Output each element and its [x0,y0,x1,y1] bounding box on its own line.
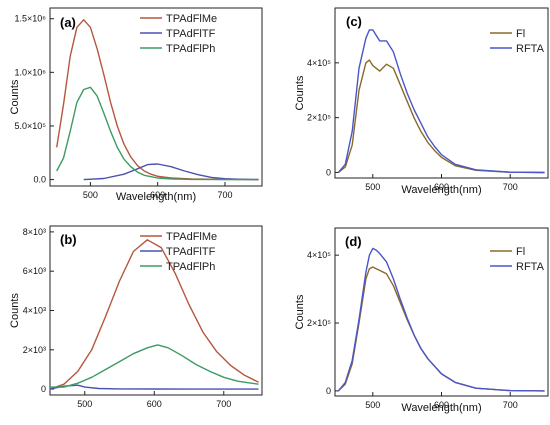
series-line-tpadfltf [83,163,259,181]
series-line-rfta [337,247,545,392]
legend-label: TPAdFlTF [166,246,216,258]
y-axis-label: Counts [294,75,306,110]
x-tick-label: 500 [77,399,92,409]
panel-label: (b) [60,232,77,247]
legend-label: RFTA [516,261,545,273]
y-tick-label: 4×10³ [23,306,46,316]
x-tick-label: 700 [217,190,232,200]
panel-label: (a) [60,15,76,30]
x-tick-label: 600 [434,182,449,192]
legend-label: TPAdFlMe [166,231,217,243]
legend-label: Fl [516,28,525,40]
panel-d: 500 600 700 0 2×10⁵ 4×10⁵ Wavelength(nm) Counts… [294,227,549,414]
x-axis-label: Wavelength(nm) [116,191,196,203]
x-tick-label: 700 [503,400,518,410]
x-tick-label: 700 [216,399,231,409]
series-line-fl [337,59,545,174]
x-tick-label: 600 [434,400,449,410]
panel-c: 500 600 700 0 2×10⁵ 4×10⁵ Wavelength(nm) Counts… [294,7,549,196]
x-tick-label: 700 [503,182,518,192]
y-tick-label: 1.0×10⁶ [15,67,47,77]
y-tick-label: 1.5×10⁶ [15,14,47,24]
panel-label: (d) [345,234,362,249]
y-axis-label: Counts [294,294,306,329]
y-tick-label: 5.0×10⁵ [14,121,46,131]
series-line-tpadfltf [49,384,259,390]
x-axis-label: Wavelength(nm) [401,184,481,196]
y-tick-label: 2×10³ [23,345,46,355]
legend-label: TPAdFlPh [166,43,215,55]
y-tick-label: 0 [326,386,331,396]
y-tick-label: 0 [326,168,331,178]
y-tick-label: 8×10³ [23,227,46,237]
legend-label: Fl [516,246,525,258]
legend-label: TPAdFlTF [166,28,216,40]
plot-frame [49,7,263,187]
series-line-tpadflme [49,239,259,390]
legend: Fl RFTA [490,246,545,273]
y-tick-label: 0 [41,384,46,394]
y-tick-label: 6×10³ [23,266,46,276]
y-axis-label: Counts [9,293,21,328]
series-line-fl [337,266,545,392]
series-line-tpadflph [56,86,259,181]
legend-label: TPAdFlPh [166,261,215,273]
panel-b: 500 600 700 0 2×10³ 4×10³ 6×10³ 8×10³ Counts (b) T… [9,225,263,409]
legend: TPAdFlMe TPAdFlTF TPAdFlPh [140,231,217,273]
legend: TPAdFlMe TPAdFlTF TPAdFlPh [140,13,217,55]
y-tick-label: 4×10⁵ [307,250,331,260]
legend-label: TPAdFlMe [166,13,217,25]
legend: Fl RFTA [490,28,545,55]
x-tick-label: 500 [365,182,380,192]
series-line-tpadflme [56,19,259,181]
x-tick-label: 500 [83,190,98,200]
y-tick-label: 4×10⁵ [307,58,331,68]
x-axis-label: Wavelength(nm) [401,402,481,414]
y-tick-label: 0.0 [33,175,46,185]
panel-a: 500 600 700 0.0 5.0×10⁵ 1.0×10⁶ 1.5×10⁶ Wavelen… [9,7,263,203]
series-line-tpadflph [50,344,259,388]
y-tick-label: 2×10⁵ [307,318,331,328]
series-line-rfta [337,29,545,174]
x-tick-label: 600 [150,190,165,200]
x-tick-label: 500 [365,400,380,410]
y-axis-label: Counts [9,79,21,114]
y-tick-label: 2×10⁵ [307,113,331,123]
x-tick-label: 600 [147,399,162,409]
legend-label: RFTA [516,43,545,55]
panel-label: (c) [346,14,362,29]
